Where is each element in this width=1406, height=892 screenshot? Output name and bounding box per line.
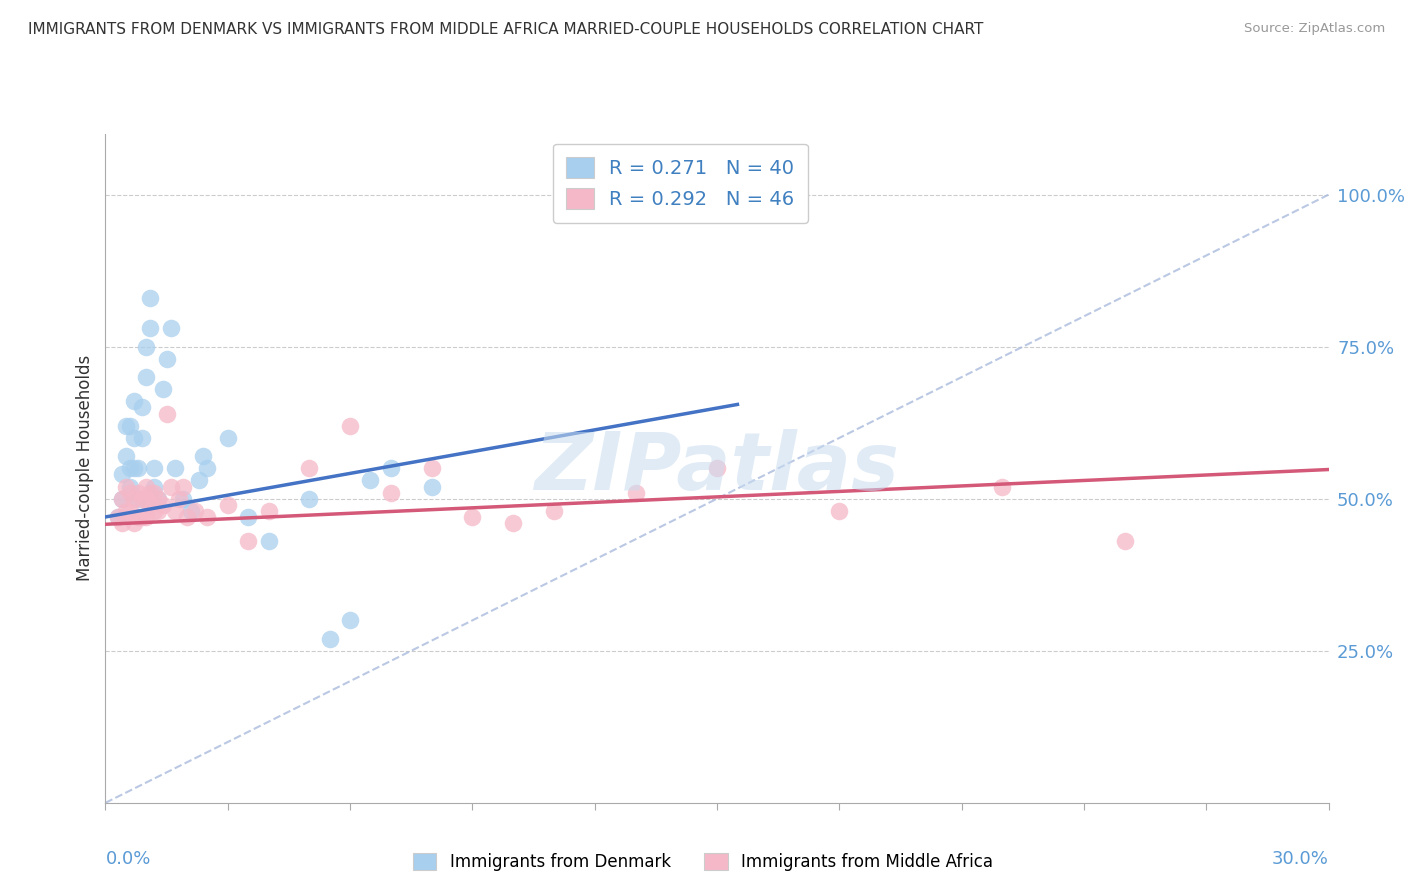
Point [420, 461, 443, 475]
Point [135, 491, 157, 506]
Point [122, 516, 145, 530]
Text: 30.0%: 30.0% [1272, 849, 1329, 868]
Point [127, 485, 149, 500]
Point [143, 461, 166, 475]
Text: 0.0%: 0.0% [105, 849, 150, 868]
Legend: Immigrants from Denmark, Immigrants from Middle Africa: Immigrants from Denmark, Immigrants from… [405, 845, 1001, 880]
Point [176, 510, 198, 524]
Text: ZIPatlas: ZIPatlas [534, 429, 900, 508]
Point [197, 461, 219, 475]
Point [122, 491, 145, 506]
Point [152, 382, 174, 396]
Point [193, 449, 215, 463]
Point [543, 504, 565, 518]
Point [217, 431, 239, 445]
Legend: R = 0.271   N = 40, R = 0.292   N = 46: R = 0.271 N = 40, R = 0.292 N = 46 [553, 144, 808, 223]
Point [115, 504, 138, 518]
Text: IMMIGRANTS FROM DENMARK VS IMMIGRANTS FROM MIDDLE AFRICA MARRIED-COUPLE HOUSEHOL: IMMIGRANTS FROM DENMARK VS IMMIGRANTS FR… [28, 22, 983, 37]
Point [163, 461, 186, 475]
Point [163, 504, 186, 518]
Point [122, 431, 145, 445]
Point [159, 479, 181, 493]
Point [156, 351, 179, 366]
Point [461, 510, 484, 524]
Point [135, 340, 157, 354]
Point [127, 510, 149, 524]
Point [111, 467, 134, 482]
Point [139, 498, 162, 512]
Point [111, 491, 134, 506]
Point [118, 418, 141, 433]
Point [184, 504, 207, 518]
Point [991, 479, 1014, 493]
Point [107, 510, 129, 524]
Point [143, 485, 166, 500]
Point [115, 449, 138, 463]
Point [118, 485, 141, 500]
Point [115, 418, 138, 433]
Point [135, 370, 157, 384]
Point [172, 479, 194, 493]
Point [152, 498, 174, 512]
Point [257, 504, 280, 518]
Point [127, 461, 149, 475]
Point [148, 504, 170, 518]
Point [148, 491, 170, 506]
Point [180, 504, 202, 518]
Point [115, 479, 138, 493]
Point [236, 510, 260, 524]
Point [380, 485, 402, 500]
Point [143, 479, 166, 493]
Point [139, 321, 162, 335]
Point [111, 516, 134, 530]
Point [135, 479, 157, 493]
Point [172, 491, 194, 506]
Point [380, 461, 402, 475]
Point [1114, 534, 1136, 549]
Point [131, 431, 153, 445]
Point [107, 510, 129, 524]
Point [135, 510, 157, 524]
Point [148, 491, 170, 506]
Point [257, 534, 280, 549]
Point [131, 510, 153, 524]
Point [131, 401, 153, 415]
Point [131, 491, 153, 506]
Text: Source: ZipAtlas.com: Source: ZipAtlas.com [1244, 22, 1385, 36]
Point [122, 461, 145, 475]
Point [339, 613, 361, 627]
Point [111, 491, 134, 506]
Point [188, 474, 211, 488]
Y-axis label: Married-couple Households: Married-couple Households [76, 355, 94, 582]
Point [828, 504, 851, 518]
Point [139, 291, 162, 305]
Point [502, 516, 524, 530]
Point [706, 461, 728, 475]
Point [298, 491, 321, 506]
Point [197, 510, 219, 524]
Point [118, 479, 141, 493]
Point [127, 491, 149, 506]
Point [236, 534, 260, 549]
Point [118, 461, 141, 475]
Point [318, 632, 342, 646]
Point [624, 485, 647, 500]
Point [217, 498, 239, 512]
Point [298, 461, 321, 475]
Point [143, 504, 166, 518]
Point [420, 479, 443, 493]
Point [118, 504, 141, 518]
Point [167, 491, 190, 506]
Point [159, 321, 181, 335]
Point [339, 418, 361, 433]
Point [360, 474, 382, 488]
Point [139, 485, 162, 500]
Point [156, 407, 179, 421]
Point [122, 394, 145, 409]
